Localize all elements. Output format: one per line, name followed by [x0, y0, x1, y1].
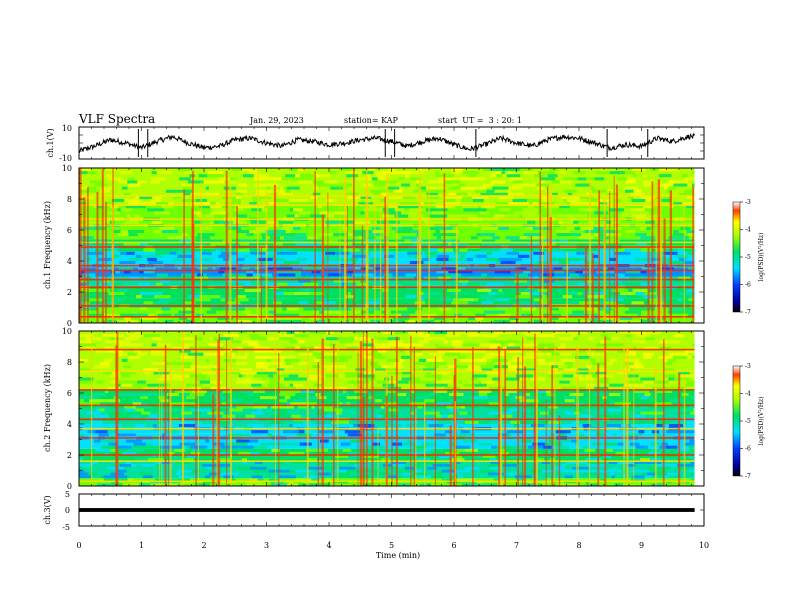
- ch2-colorbar-label: log(PSD)(V²/Hz): [758, 397, 765, 446]
- ch1-waveform-ticks: [78, 126, 705, 160]
- ch1-waveform-plot: [78, 129, 696, 157]
- frequency-tick-label: 4: [67, 420, 72, 429]
- station-label: station= KAP: [344, 116, 399, 125]
- ch2-colorbar-ticks: -3 -4 -5 -6 -7: [740, 363, 751, 480]
- colorbar-tick-label: -6: [745, 282, 751, 289]
- time-tick-label: 9: [639, 541, 644, 550]
- ch3-waveform-plot: [79, 508, 695, 512]
- colorbar-tick-label: -4: [745, 227, 751, 234]
- ch3-ytick-bottom: -5: [62, 523, 70, 532]
- time-tick-label: 5: [389, 541, 394, 550]
- time-tick-label: 3: [264, 541, 269, 550]
- colorbar-tick-label: -3: [745, 363, 751, 370]
- colorbar-tick-label: -7: [745, 309, 751, 316]
- time-tick-label: 6: [451, 541, 456, 550]
- ch1-ytick-top: 10: [62, 124, 72, 133]
- ch2-spec-ylabel: ch.2 Frequency (kHz): [43, 364, 52, 452]
- ch1-colorbar: [732, 201, 741, 313]
- ch1-spectrogram-heatmap: [79, 168, 704, 323]
- ch2-spectrogram-ticks: 0 2 4 6 8 10: [62, 327, 705, 491]
- ch3-waveform-panel: 5 0 -5 ch.3(V) 0 1 2 3 4 5 6 7 8 9 10 Time (min): [43, 490, 709, 560]
- frequency-tick-label: 10: [62, 164, 72, 173]
- frequency-tick-label: 0: [67, 482, 72, 491]
- frequency-tick-label: 4: [67, 257, 72, 266]
- ch3-ytick-top: 5: [65, 490, 70, 499]
- ch3-ytick-mid: 0: [65, 506, 70, 515]
- ch1-colorbar-label: log(PSD)(V²/Hz): [758, 233, 765, 282]
- ch3-ylabel: ch.3(V): [43, 495, 52, 524]
- ch1-spectrogram-ticks: 0 2 4 6 8 10: [62, 164, 705, 328]
- colorbar-tick-label: -5: [745, 418, 751, 425]
- time-tick-label: 8: [576, 541, 581, 550]
- time-tick-label: 2: [201, 541, 206, 550]
- spectrogram-line: [79, 348, 695, 351]
- ch1-ytick-bottom: -10: [59, 154, 72, 163]
- colorbar-tick-label: -7: [745, 473, 751, 480]
- ch1-waveform-panel: 10 -10 ch.1(V): [46, 124, 705, 163]
- start-ut-label: start UT = 3 : 20: 1: [438, 116, 522, 125]
- ch2-colorbar: [732, 365, 741, 477]
- ch2-spectrogram-heatmap: [79, 331, 704, 486]
- ch1-colorbar-ticks: -3 -4 -5 -6 -7: [740, 199, 751, 316]
- ch1-ylabel: ch.1(V): [46, 128, 55, 157]
- colorbar-tick-label: -3: [745, 199, 751, 206]
- frequency-tick-label: 6: [67, 226, 72, 235]
- colorbar-tick-label: -5: [745, 254, 751, 261]
- frequency-tick-label: 0: [67, 319, 72, 328]
- ch1-waveform-series: [78, 132, 696, 154]
- ch3-waveform-ticks: [78, 493, 705, 527]
- ch3-waveform-series: [79, 508, 695, 512]
- figure-title: VLF Spectra: [78, 112, 155, 126]
- frequency-tick-label: 10: [62, 327, 72, 336]
- time-axis-tick-labels: 0 1 2 3 4 5 6 7 8 9 10: [76, 541, 709, 550]
- time-tick-label: 0: [76, 541, 81, 550]
- date-label: Jan. 29, 2023: [249, 116, 304, 125]
- frequency-tick-label: 6: [67, 389, 72, 398]
- frequency-tick-label: 2: [67, 288, 72, 297]
- colorbar-tick-label: -6: [745, 446, 751, 453]
- frequency-tick-label: 8: [67, 358, 72, 367]
- time-tick-label: 10: [699, 541, 709, 550]
- time-tick-label: 4: [326, 541, 331, 550]
- colorbar-tick-label: -4: [745, 391, 751, 398]
- frequency-tick-label: 2: [67, 451, 72, 460]
- time-tick-label: 1: [139, 541, 144, 550]
- ch1-spec-ylabel: ch.1 Frequency (kHz): [43, 201, 52, 289]
- frequency-tick-label: 8: [67, 195, 72, 204]
- time-tick-label: 7: [514, 541, 519, 550]
- time-axis-label: Time (min): [376, 551, 420, 560]
